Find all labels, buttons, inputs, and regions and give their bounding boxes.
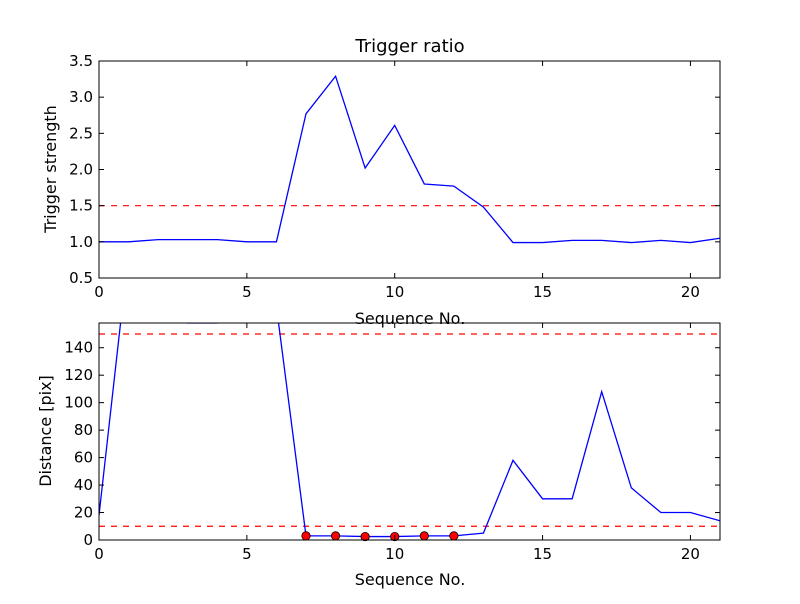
x-tick-label: 5 bbox=[242, 283, 252, 301]
x-tick-label: 15 bbox=[533, 283, 552, 301]
data-point-marker bbox=[360, 531, 370, 542]
x-tick-label: 15 bbox=[533, 545, 552, 563]
chart-title: Trigger ratio bbox=[354, 36, 464, 57]
x-tick-label: 20 bbox=[681, 283, 700, 301]
distance-subplot: Sequence No. Distance [pix] 0 5 10 15 20 0 20 4… bbox=[36, 322, 721, 589]
axes-frame bbox=[98, 60, 721, 279]
y-tick-label: 1.0 bbox=[69, 233, 93, 251]
y-tick-label: 2.0 bbox=[69, 161, 93, 179]
y-tick-label: 1.5 bbox=[69, 197, 93, 215]
axes-frame bbox=[98, 322, 721, 541]
y-tick-label: 60 bbox=[74, 449, 93, 467]
plot-area: 0 5 10 15 20 0.5 1.0 1.5 2.0 2.5 3.0 3.5 bbox=[69, 52, 721, 301]
series-line bbox=[99, 74, 720, 244]
y-tick-label: 80 bbox=[74, 421, 93, 439]
x-axis-label: Sequence No. bbox=[355, 309, 466, 328]
y-tick-label: 3.5 bbox=[69, 52, 93, 70]
y-tick-label: 0 bbox=[83, 531, 93, 549]
y-tick-label: 100 bbox=[64, 394, 93, 412]
x-tick-label: 10 bbox=[385, 283, 404, 301]
y-axis-label: Distance [pix] bbox=[36, 375, 55, 487]
y-tick-label: 40 bbox=[74, 476, 93, 494]
x-tick-label: 10 bbox=[385, 545, 404, 563]
x-axis-label: Sequence No. bbox=[355, 570, 466, 589]
x-tick-label: 0 bbox=[94, 283, 104, 301]
series-line bbox=[99, 323, 720, 538]
y-tick-label: 120 bbox=[64, 366, 93, 384]
y-tick-label: 20 bbox=[74, 504, 93, 522]
y-tick-label: 140 bbox=[64, 339, 93, 357]
y-tick-label: 0.5 bbox=[69, 269, 93, 287]
x-tick-label: 20 bbox=[681, 545, 700, 563]
trigger-ratio-subplot: Trigger ratio Sequence No. Trigger stren… bbox=[41, 36, 721, 328]
y-axis-label: Trigger strength bbox=[41, 105, 60, 234]
y-tick-label: 3.0 bbox=[69, 88, 93, 106]
plot-area: 0 5 10 15 20 0 20 40 60 80 100 120 140 bbox=[64, 322, 721, 563]
x-tick-label: 5 bbox=[242, 545, 252, 563]
data-point-marker bbox=[449, 531, 459, 541]
x-tick-label: 0 bbox=[94, 545, 104, 563]
y-tick-label: 2.5 bbox=[69, 124, 93, 142]
data-point-marker bbox=[330, 531, 341, 541]
data-point-marker bbox=[301, 531, 311, 541]
data-point-marker bbox=[419, 531, 429, 541]
